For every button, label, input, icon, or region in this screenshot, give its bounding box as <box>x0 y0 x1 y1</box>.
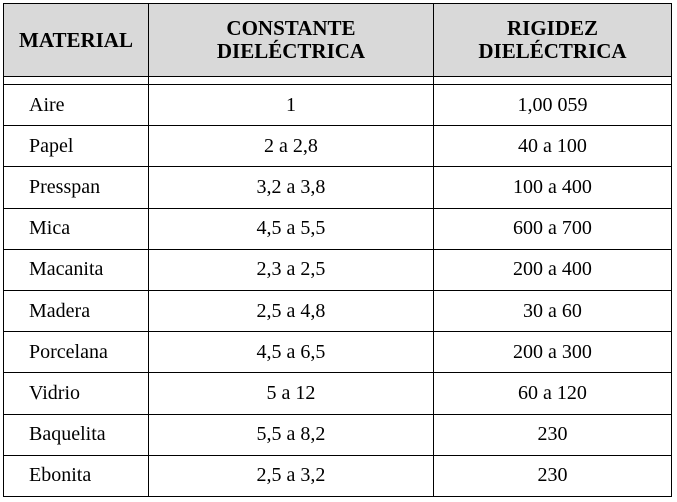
cell-rigidez: 230 <box>433 413 672 456</box>
cell-constante: 1 <box>148 84 434 127</box>
table-header: MATERIAL CONSTANTE DIELÉCTRICA RIGIDEZ D… <box>3 3 672 77</box>
table-row: Mica 4,5 a 5,5 600 a 700 <box>3 207 672 250</box>
cell-material: Ebonita <box>3 454 149 498</box>
cell-material: Porcelana <box>3 331 149 374</box>
cell-rigidez: 60 a 120 <box>433 372 672 415</box>
cell-constante: 2,5 a 3,2 <box>148 454 434 498</box>
cell-rigidez: 200 a 300 <box>433 331 672 374</box>
cell-constante: 4,5 a 5,5 <box>148 207 434 250</box>
cell-material: Macanita <box>3 248 149 291</box>
cell-constante: 5,5 a 8,2 <box>148 413 434 456</box>
gap-cell <box>3 75 149 86</box>
cell-material: Mica <box>3 207 149 250</box>
cell-rigidez: 1,00 059 <box>433 84 672 127</box>
cell-material: Aire <box>3 84 149 127</box>
cell-rigidez: 200 a 400 <box>433 248 672 291</box>
table-row: Presspan 3,2 a 3,8 100 a 400 <box>3 166 672 209</box>
gap-cell <box>433 75 672 86</box>
header-constante-dielectrica: CONSTANTE DIELÉCTRICA <box>148 3 434 77</box>
cell-constante: 3,2 a 3,8 <box>148 166 434 209</box>
cell-rigidez: 600 a 700 <box>433 207 672 250</box>
table-row: Baquelita 5,5 a 8,2 230 <box>3 413 672 456</box>
cell-rigidez: 30 a 60 <box>433 289 672 333</box>
table-row: Ebonita 2,5 a 3,2 230 <box>3 454 672 498</box>
table-row: Madera 2,5 a 4,8 30 a 60 <box>3 289 672 333</box>
cell-rigidez: 40 a 100 <box>433 125 672 168</box>
cell-rigidez: 100 a 400 <box>433 166 672 209</box>
cell-rigidez: 230 <box>433 454 672 498</box>
header-rigidez-dielectrica: RIGIDEZ DIELÉCTRICA <box>433 3 672 77</box>
cell-material: Baquelita <box>3 413 149 456</box>
cell-constante: 2 a 2,8 <box>148 125 434 168</box>
cell-constante: 4,5 a 6,5 <box>148 331 434 374</box>
gap-cell <box>148 75 434 86</box>
cell-constante: 2,3 a 2,5 <box>148 248 434 291</box>
table-body: Aire 1 1,00 059 Papel 2 a 2,8 40 a 100 P… <box>3 75 672 498</box>
cell-material: Vidrio <box>3 372 149 415</box>
cell-constante: 5 a 12 <box>148 372 434 415</box>
dielectric-materials-table: MATERIAL CONSTANTE DIELÉCTRICA RIGIDEZ D… <box>3 3 672 498</box>
cell-material: Madera <box>3 289 149 333</box>
table-row: Aire 1 1,00 059 <box>3 84 672 127</box>
header-gap <box>3 75 672 86</box>
table-row: Porcelana 4,5 a 6,5 200 a 300 <box>3 331 672 374</box>
table-row: Papel 2 a 2,8 40 a 100 <box>3 125 672 168</box>
header-material: MATERIAL <box>3 3 149 77</box>
cell-material: Papel <box>3 125 149 168</box>
table-row: Macanita 2,3 a 2,5 200 a 400 <box>3 248 672 291</box>
table-row: Vidrio 5 a 12 60 a 120 <box>3 372 672 415</box>
cell-material: Presspan <box>3 166 149 209</box>
cell-constante: 2,5 a 4,8 <box>148 289 434 333</box>
